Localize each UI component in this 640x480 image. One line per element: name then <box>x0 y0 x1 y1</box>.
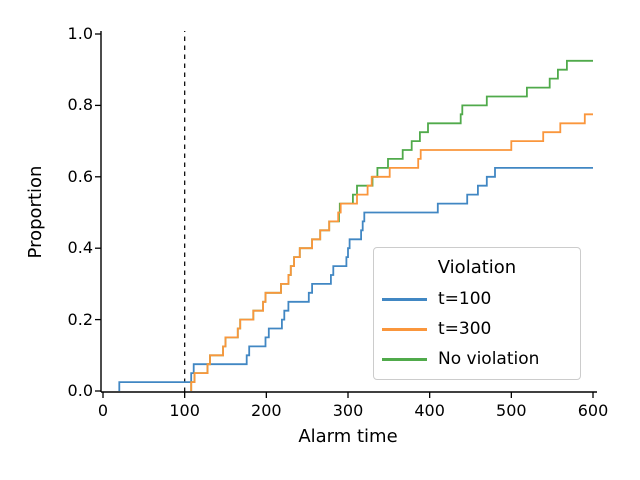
ecdf-line-t-100 <box>118 167 593 391</box>
legend-line-no-violation <box>382 358 427 361</box>
legend-entry-no-violation: No violation <box>374 348 580 370</box>
x-tick-label: 400 <box>414 401 445 420</box>
y-tick-label: 0.8 <box>67 95 93 115</box>
y-tick-label: 1.0 <box>67 24 93 43</box>
y-tick-label: 0.0 <box>67 381 93 400</box>
y-tick-label: 0.6 <box>67 166 93 186</box>
legend-label-no-violation: No violation <box>438 349 540 369</box>
legend-label-t100: t=100 <box>438 289 492 309</box>
legend-line-t300 <box>382 328 427 331</box>
x-tick-label: 600 <box>577 401 609 420</box>
y-tick-label: 0.2 <box>67 309 93 329</box>
x-axis-label: Alarm time <box>298 426 398 447</box>
legend: Violation t=100 t=300 No violation <box>373 247 581 380</box>
legend-line-t100 <box>382 298 427 301</box>
y-tick-label: 0.4 <box>67 238 93 258</box>
legend-title: Violation <box>437 257 517 278</box>
y-axis-label: Proportion <box>25 165 46 259</box>
x-tick-label: 300 <box>332 401 364 420</box>
legend-entry-t300: t=300 <box>374 318 580 340</box>
x-tick-label: 500 <box>496 401 527 420</box>
x-tick-label: 0 <box>97 401 109 420</box>
x-tick-label: 200 <box>251 401 282 420</box>
ecdf-line-t-300 <box>190 113 593 391</box>
x-tick-label: 100 <box>169 401 200 420</box>
legend-entry-t100: t=100 <box>374 288 580 310</box>
legend-label-t300: t=300 <box>438 319 492 339</box>
